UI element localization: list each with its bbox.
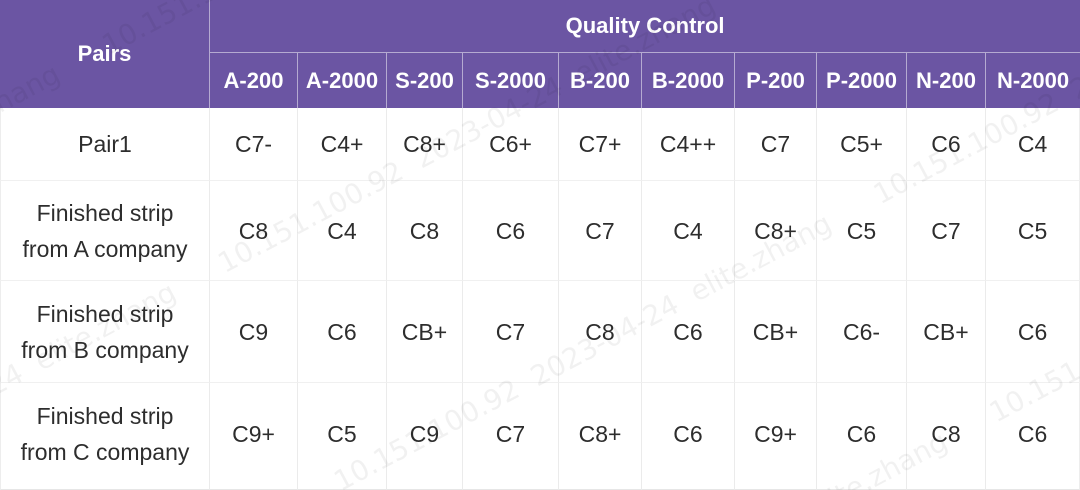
column-header-p-200: P-200 [735, 53, 817, 108]
row-label-line: Finished strip [36, 402, 174, 429]
cell: C6- [817, 281, 907, 383]
column-header-a-2000: A-2000 [298, 53, 387, 108]
cell: C8 [559, 281, 642, 383]
cell: C4 [986, 108, 1080, 181]
cell: C8 [387, 181, 463, 281]
cell: CB+ [387, 281, 463, 383]
column-header-a-200: A-200 [210, 53, 298, 108]
cell: C5+ [817, 108, 907, 181]
cell: C6 [817, 383, 907, 490]
cell: CB+ [735, 281, 817, 383]
column-header-b-200: B-200 [559, 53, 642, 108]
cell: C7- [210, 108, 298, 181]
column-header-s-2000: S-2000 [463, 53, 559, 108]
cell: C6+ [463, 108, 559, 181]
row-label-company-a: Finished strip from A company [0, 181, 210, 281]
cell: C6 [298, 281, 387, 383]
cell: C8 [210, 181, 298, 281]
cell: C4 [298, 181, 387, 281]
cell: C7 [907, 181, 986, 281]
cell: C6 [463, 181, 559, 281]
cell: C4++ [642, 108, 735, 181]
row-label-line: from C company [20, 438, 190, 465]
cell: C4 [642, 181, 735, 281]
table-row-company-b: Finished strip from B company C9 C6 CB+ … [0, 281, 1080, 383]
cell: C7 [559, 181, 642, 281]
cell: C6 [986, 281, 1080, 383]
row-label-line: Finished strip [36, 199, 174, 226]
cell: C9 [387, 383, 463, 490]
cell: C4+ [298, 108, 387, 181]
cell: C6 [642, 383, 735, 490]
table-row-company-a: Finished strip from A company C8 C4 C8 C… [0, 181, 1080, 281]
column-header-b-2000: B-2000 [642, 53, 735, 108]
row-label-line: from A company [22, 235, 188, 262]
cell: C7+ [559, 108, 642, 181]
row-label-pair1: Pair1 [0, 108, 210, 181]
row-label-line: Finished strip [36, 300, 174, 327]
cell: C9+ [210, 383, 298, 490]
row-label-line: from B company [21, 336, 189, 363]
cell: C9 [210, 281, 298, 383]
column-header-s-200: S-200 [387, 53, 463, 108]
table-row-company-c: Finished strip from C company C9+ C5 C9 … [0, 383, 1080, 490]
quality-control-header: Quality Control [210, 0, 1080, 53]
cell: C5 [298, 383, 387, 490]
cell: C8+ [559, 383, 642, 490]
cell: C6 [907, 108, 986, 181]
column-header-n-2000: N-2000 [986, 53, 1080, 108]
cell: C5 [986, 181, 1080, 281]
cell: C9+ [735, 383, 817, 490]
cell: C7 [735, 108, 817, 181]
cell: C8 [907, 383, 986, 490]
cell: C8+ [387, 108, 463, 181]
cell: C7 [463, 383, 559, 490]
column-header-n-200: N-200 [907, 53, 986, 108]
cell: C5 [817, 181, 907, 281]
table-row-pair1: Pair1 C7- C4+ C8+ C6+ C7+ C4++ C7 C5+ C6… [0, 108, 1080, 181]
pairs-header: Pairs [0, 0, 210, 108]
cell: C6 [642, 281, 735, 383]
column-header-p-2000: P-2000 [817, 53, 907, 108]
row-label-company-b: Finished strip from B company [0, 281, 210, 383]
row-label-line: Pair1 [78, 131, 132, 157]
cell: C7 [463, 281, 559, 383]
cell: C6 [986, 383, 1080, 490]
cell: C8+ [735, 181, 817, 281]
cell: CB+ [907, 281, 986, 383]
row-label-company-c: Finished strip from C company [0, 383, 210, 490]
